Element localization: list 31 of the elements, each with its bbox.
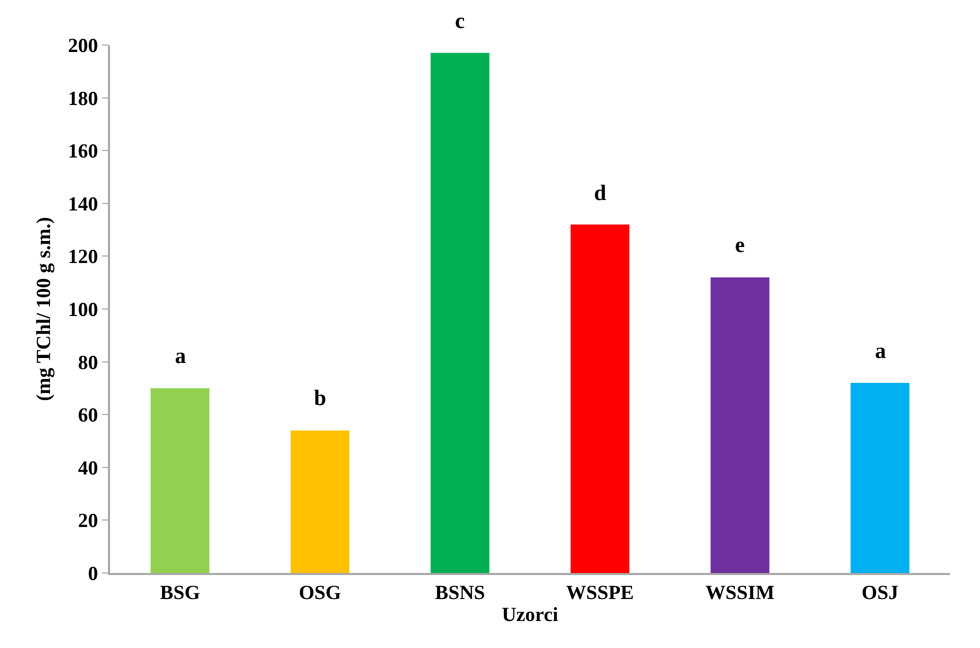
bar — [150, 388, 210, 573]
annotation: b — [314, 385, 326, 410]
annotation: c — [455, 8, 465, 33]
x-tick-label: OSG — [298, 582, 342, 604]
y-tick-label: 0 — [88, 563, 98, 585]
y-tick-label: 40 — [78, 457, 98, 480]
y-tick-label: 180 — [68, 88, 98, 110]
annotation: d — [594, 180, 606, 205]
bar — [850, 382, 910, 573]
annotation: e — [735, 232, 745, 257]
y-tick-label: 20 — [78, 510, 98, 532]
x-axis-title: Uzorci — [502, 604, 559, 626]
y-tick-label: 120 — [68, 246, 98, 268]
y-tick-label: 160 — [68, 140, 98, 163]
x-tick-label: BSNS — [434, 582, 486, 604]
y-axis-title: (mg TChl/ 100 g s.m.) — [33, 216, 55, 402]
bar — [570, 224, 630, 573]
y-tick-label: 100 — [68, 299, 98, 321]
y-tick-label: 80 — [78, 352, 98, 374]
bar — [290, 430, 350, 573]
bar — [430, 52, 490, 573]
x-tick-label: OSJ — [862, 582, 898, 604]
x-tick-label: WSSIM — [706, 582, 775, 604]
y-tick-label: 200 — [68, 35, 98, 57]
y-tick-label: 140 — [68, 193, 98, 216]
x-tick-label: WSSPE — [566, 582, 634, 604]
y-tick-label: 60 — [78, 404, 98, 427]
x-tick-label: BSG — [160, 582, 200, 604]
annotation: a — [175, 343, 186, 368]
annotation: a — [875, 338, 886, 363]
bar — [710, 277, 770, 573]
